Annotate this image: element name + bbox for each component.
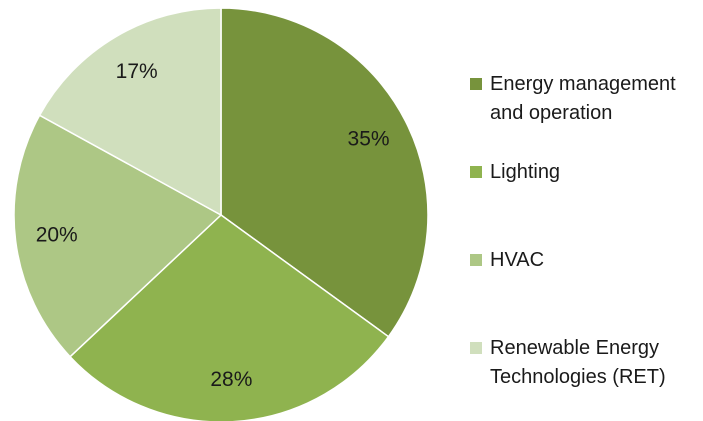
legend-swatch (470, 78, 482, 90)
legend-item: Energy management and operation (470, 70, 695, 128)
legend-item: Lighting (470, 158, 695, 187)
slice-label: 28% (210, 368, 252, 391)
pie-slice (38, 7, 222, 217)
legend-swatch (470, 254, 482, 266)
legend-swatch (470, 166, 482, 178)
slice-label: 35% (348, 127, 390, 150)
legend-label: Renewable Energy Technologies (RET) (490, 337, 666, 388)
legend-label: Energy management and operation (490, 73, 676, 124)
legend-item: HVAC (470, 246, 695, 275)
legend-swatch (470, 342, 482, 354)
legend-label: Lighting (490, 161, 561, 183)
legend-item: Renewable Energy Technologies (RET) (470, 334, 695, 392)
legend-label: HVAC (490, 249, 545, 271)
pie-slice (69, 214, 390, 421)
slice-label: 17% (116, 60, 158, 83)
pie-slice (220, 7, 429, 338)
slice-label: 20% (36, 223, 78, 246)
pie-slice (13, 114, 223, 358)
